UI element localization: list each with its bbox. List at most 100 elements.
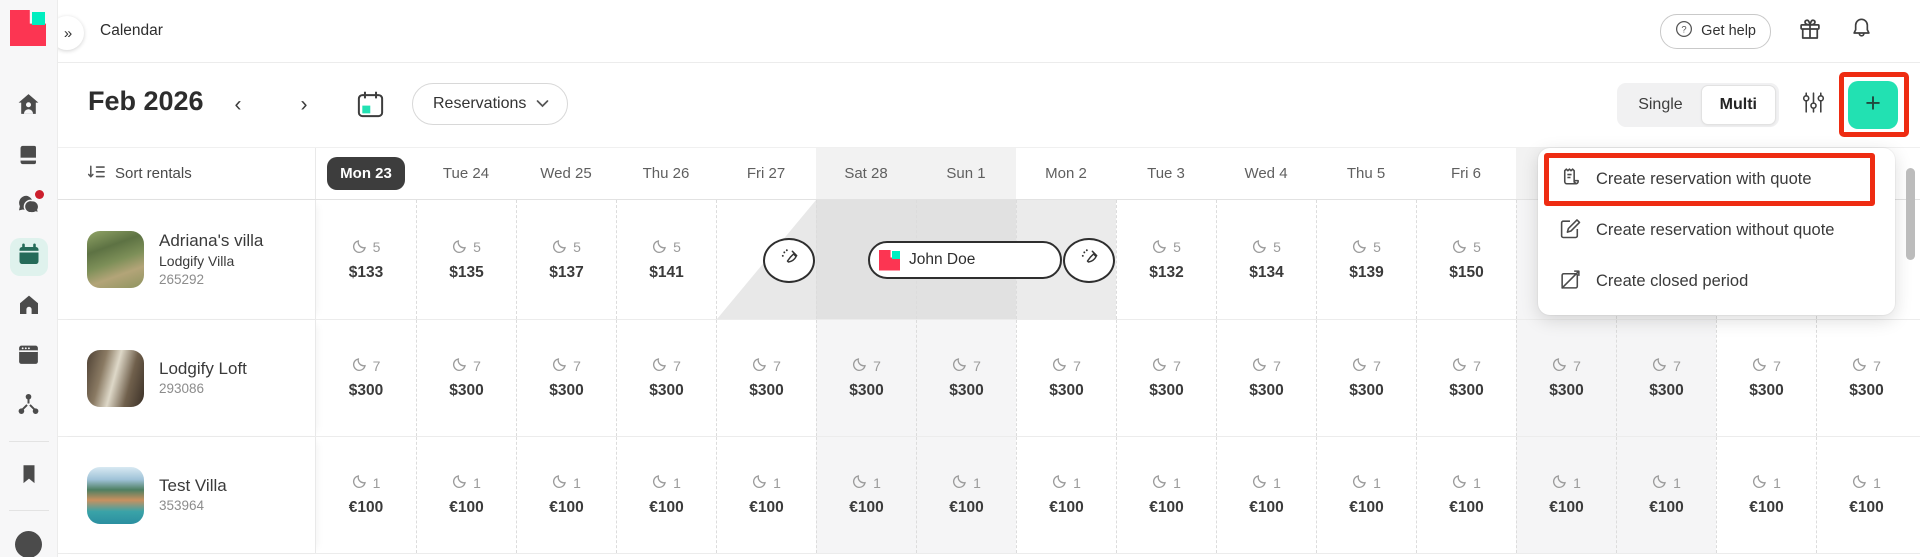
menu-item-create-reservation-with-quote[interactable]: Create reservation with quote <box>1538 154 1895 205</box>
calendar-cell[interactable]: 1 €100 <box>416 437 516 553</box>
calendar-cell[interactable]: 7 $300 <box>1816 320 1916 436</box>
date-picker-button[interactable] <box>355 89 386 125</box>
reservation-pill[interactable]: John Doe <box>868 241 1062 279</box>
calendar-cell[interactable]: 1 €100 <box>616 437 716 553</box>
cell-price: $300 <box>1649 382 1684 399</box>
calendar-cell[interactable]: 1 €100 <box>1116 437 1216 553</box>
view-mode-single[interactable]: Single <box>1638 95 1683 113</box>
property-card-293086[interactable]: Lodgify Loft 293086 <box>57 320 316 436</box>
calendar-cell[interactable]: 1 €100 <box>1616 437 1716 553</box>
get-help-button[interactable]: ? Get help <box>1660 13 1771 49</box>
calendar-cell[interactable]: 1 €100 <box>516 437 616 553</box>
min-stay-value: 1 <box>1673 474 1681 491</box>
calendar-cell[interactable]: 7 $300 <box>1316 320 1416 436</box>
cleaning-task-badge[interactable] <box>1063 238 1115 283</box>
sidebar-item-website[interactable] <box>0 332 57 382</box>
calendar-cell[interactable]: 1 €100 <box>1316 437 1416 553</box>
sidebar-divider <box>8 441 49 442</box>
vertical-scrollbar-thumb[interactable] <box>1906 168 1915 260</box>
min-stay-value: 7 <box>1073 357 1081 374</box>
sidebar-item-rentals[interactable] <box>0 282 57 332</box>
whats-new-button[interactable] <box>1797 16 1823 47</box>
sidebar-item-guest-book[interactable] <box>0 132 57 182</box>
rental-row-2: 7 $300 7 $300 7 $300 7 $300 7 $300 7 $300 7 $300 7 $300… <box>57 320 1920 437</box>
calendar-cell[interactable]: 7 $300 <box>716 320 816 436</box>
calendar-cell[interactable]: 5 $134 <box>1216 200 1316 319</box>
calendar-cell[interactable]: 5 $139 <box>1316 200 1416 319</box>
calendar-cell[interactable]: 5 $132 <box>1116 200 1216 319</box>
view-mode-multi[interactable]: Multi <box>1700 84 1776 125</box>
calendar-cell[interactable]: 5 $141 <box>616 200 716 319</box>
sort-rentals-button[interactable]: Sort rentals <box>87 164 192 184</box>
moon-icon <box>352 356 368 375</box>
calendar-cell[interactable]: 1 €100 <box>1216 437 1316 553</box>
calendar-cell[interactable]: 1 €100 <box>916 437 1016 553</box>
cell-price: $300 <box>849 382 884 399</box>
next-month-button[interactable]: › <box>300 93 308 116</box>
user-avatar[interactable] <box>15 531 42 557</box>
edit-icon <box>1559 217 1582 245</box>
view-filter-dropdown[interactable]: Reservations <box>412 83 569 125</box>
lodgify-logo[interactable] <box>10 10 46 46</box>
calendar-cell[interactable]: 7 $300 <box>516 320 616 436</box>
moon-icon <box>352 473 368 492</box>
calendar-cell[interactable]: 1 €100 <box>1816 437 1916 553</box>
calendar-cell[interactable]: 5 $133 <box>316 200 416 319</box>
min-stay: 7 <box>652 356 681 375</box>
broom-icon <box>778 247 801 275</box>
calendar-cell[interactable]: 1 €100 <box>316 437 416 553</box>
calendar-cell[interactable]: 7 $300 <box>916 320 1016 436</box>
notifications-button[interactable] <box>1849 16 1874 46</box>
page-title: Calendar <box>100 22 163 39</box>
calendar-cell[interactable]: 5 $135 <box>416 200 516 319</box>
previous-month-button[interactable]: ‹ <box>234 93 242 116</box>
min-stay: 5 <box>1152 238 1181 257</box>
calendar-cell[interactable]: 1 €100 <box>816 437 916 553</box>
sidebar-item-channels[interactable] <box>0 382 57 432</box>
sidebar-item-dashboard[interactable] <box>0 82 57 132</box>
property-card-265292[interactable]: Adriana's villa Lodgify Villa 265292 <box>57 200 316 319</box>
calendar-settings-button[interactable] <box>1801 90 1826 120</box>
calendar-cell[interactable]: 7 $300 <box>416 320 516 436</box>
month-label: Feb 2026 <box>88 86 204 116</box>
calendar-cell[interactable]: 1 €100 <box>1416 437 1516 553</box>
sidebar-item-bookmarks[interactable] <box>0 451 57 501</box>
toolbar-right: Single Multi + <box>1617 62 1898 147</box>
calendar-cell[interactable]: 1 €100 <box>1516 437 1616 553</box>
sidebar <box>0 0 58 557</box>
calendar-cell[interactable]: 1 €100 <box>1016 437 1116 553</box>
sidebar-item-inbox[interactable] <box>0 182 57 232</box>
property-name: Test Villa <box>159 475 227 495</box>
calendar-cell[interactable]: 7 $300 <box>1516 320 1616 436</box>
calendar-cell[interactable]: 7 $300 <box>1216 320 1316 436</box>
day-header-mon-23: Mon 23 <box>316 148 416 199</box>
calendar-cell[interactable]: 5 $150 <box>1416 200 1516 319</box>
quote-icon <box>1559 166 1582 194</box>
calendar-cell[interactable]: 7 $300 <box>1016 320 1116 436</box>
sidebar-item-calendar[interactable] <box>0 232 57 282</box>
calendar-cell[interactable]: 7 $300 <box>616 320 716 436</box>
calendar-cell[interactable]: 7 $300 <box>1616 320 1716 436</box>
calendar-cell[interactable]: 7 $300 <box>1116 320 1216 436</box>
min-stay-value: 7 <box>1573 357 1581 374</box>
calendar-cell[interactable]: 7 $300 <box>816 320 916 436</box>
min-stay: 5 <box>1252 238 1281 257</box>
calendar-cell[interactable]: 1 €100 <box>716 437 816 553</box>
calendar-cell[interactable]: 7 $300 <box>1716 320 1816 436</box>
property-name: Lodgify Loft <box>159 358 247 378</box>
menu-item-create-reservation-without-quote[interactable]: Create reservation without quote <box>1538 205 1895 256</box>
chat-icon <box>16 192 42 223</box>
property-id: 265292 <box>159 272 205 288</box>
menu-item-create-closed-period[interactable]: Create closed period <box>1538 256 1895 307</box>
cell-price: $150 <box>1449 263 1484 281</box>
min-stay: 1 <box>1052 473 1081 492</box>
calendar-cell[interactable]: 7 $300 <box>1416 320 1516 436</box>
calendar-cell[interactable]: 1 €100 <box>1716 437 1816 553</box>
cell-price: €100 <box>449 499 484 516</box>
property-card-353964[interactable]: Test Villa 353964 <box>57 437 316 553</box>
calendar-cell[interactable]: 5 $137 <box>516 200 616 319</box>
add-button[interactable]: + <box>1848 80 1898 129</box>
cleaning-task-badge[interactable] <box>763 238 815 283</box>
calendar-cell[interactable]: 7 $300 <box>316 320 416 436</box>
